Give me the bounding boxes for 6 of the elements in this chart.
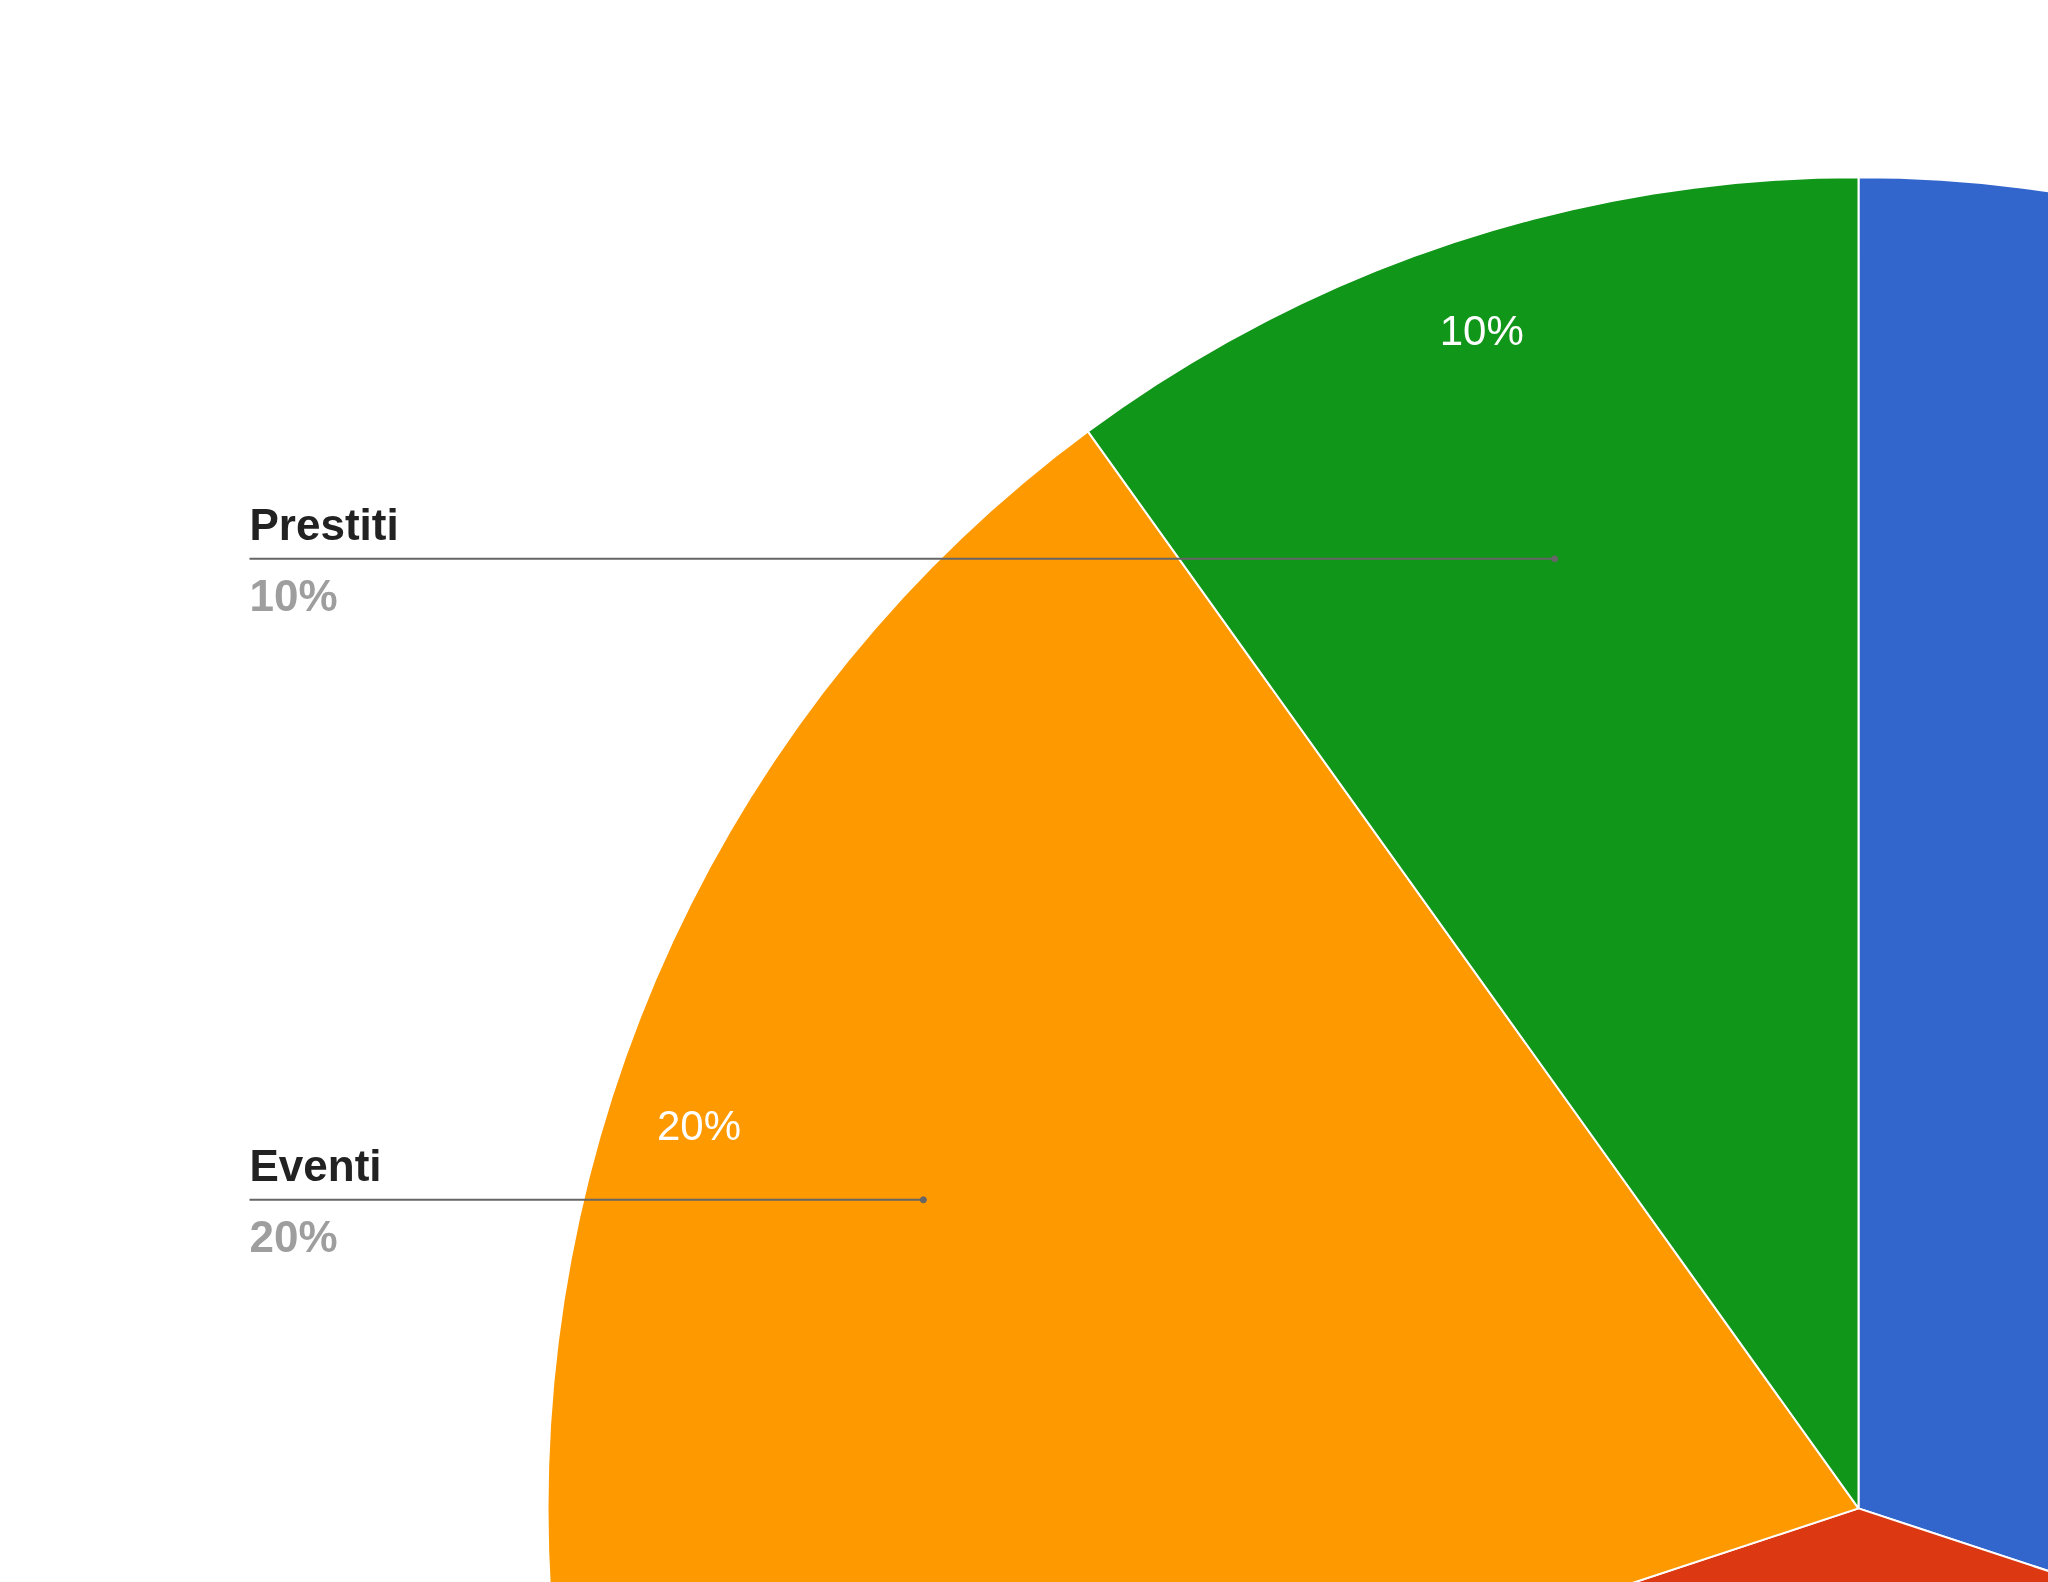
text: 10% [249,571,338,621]
text: 20% [249,1212,338,1262]
data-label: 20% [656,1102,741,1150]
slice-label: Eventi [249,1140,382,1190]
slice-label: Prestiti [249,499,399,549]
data-label: 10% [1439,307,1524,355]
